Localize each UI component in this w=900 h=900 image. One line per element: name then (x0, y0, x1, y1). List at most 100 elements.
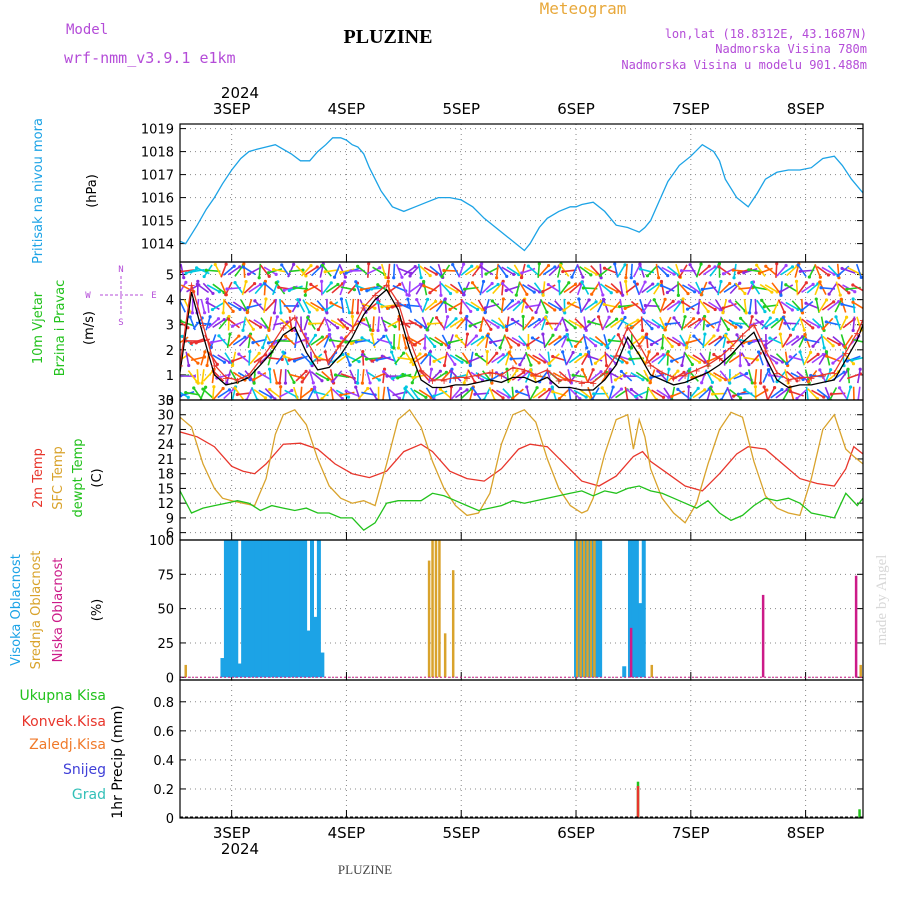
wind-arrow-head (504, 288, 508, 293)
wind-arrow-head (795, 396, 799, 400)
wind-arrow-head (251, 341, 255, 345)
wind-arrow-head (580, 368, 584, 372)
wind-arrow-head (283, 381, 288, 385)
wind-arrow-head (511, 396, 515, 400)
wind-arrow (345, 390, 360, 398)
wind-gust-marker: + (348, 326, 356, 337)
wind-arrow (673, 299, 684, 312)
wind-arrow (392, 263, 396, 278)
wind-arrow (227, 318, 240, 329)
wind-arrow (487, 352, 498, 365)
wind-arrow (263, 298, 267, 313)
wind-arrow-head (825, 354, 829, 358)
wind-arrow-head (320, 397, 324, 400)
wind-arrow-head (217, 290, 222, 294)
wind-arrow-head (542, 387, 546, 392)
wind-arrow (423, 334, 427, 349)
wind-arrow (327, 352, 337, 366)
wind-arrow-head (190, 311, 195, 315)
x-tick-label-bottom: 5SEP (442, 824, 480, 842)
wind-arrow-head (666, 352, 670, 356)
wind-arrow (792, 317, 802, 330)
wind-gust-marker: + (394, 298, 402, 309)
wind-arrow-head (684, 346, 689, 350)
wind-arrow-head (187, 363, 191, 368)
wind-arrow (423, 266, 437, 275)
x-tick-label-top: 7SEP (672, 100, 710, 118)
wind-arrow (834, 299, 843, 313)
wind-arrow-head (798, 350, 802, 354)
pressure-y-tick-label: 1016 (141, 192, 174, 207)
wind-arrow-head (703, 388, 707, 392)
wind-arrow (496, 353, 509, 364)
pressure-y-tick-label: 1019 (141, 123, 174, 138)
wind-arrow-head (604, 363, 609, 368)
wind-arrow-head (268, 387, 272, 392)
wind-arrow-head (848, 385, 853, 389)
cloud_mid-bar (438, 540, 441, 678)
wind-gust-marker: + (830, 368, 838, 379)
wind-arrow (243, 266, 256, 276)
wind-arrow-head (238, 307, 242, 312)
temp_sfc-line (180, 408, 863, 524)
wind-arrow (264, 388, 276, 400)
wind-arrow (210, 334, 217, 348)
wind-arrow-head (811, 326, 815, 330)
wind-arrow-head (221, 386, 225, 391)
wind-arrow-head (563, 311, 567, 315)
wind-arrow-head (428, 291, 432, 295)
wind-arrow (496, 389, 510, 398)
wind-arrow-head (816, 352, 820, 356)
wind-arrow (351, 298, 355, 313)
cloud_high-bar (272, 540, 277, 678)
wind-arrow (513, 264, 523, 278)
wind-arrow-head (242, 262, 246, 266)
wind-arrow (741, 352, 750, 366)
wind-arrow (341, 318, 354, 328)
wind-arrow (345, 339, 360, 343)
wind-arrow (301, 369, 311, 383)
wind-arrow-head (189, 341, 193, 345)
wind-arrow-head (726, 327, 730, 332)
wind-arrow-head (196, 381, 200, 385)
wind-arrow (820, 334, 825, 349)
wind-arrow-head (600, 342, 604, 346)
wind-arrow (260, 264, 270, 277)
wind-arrow (776, 264, 787, 277)
wind-arrow (770, 388, 783, 399)
cloud_mid-bar (443, 633, 447, 678)
wind-arrow (609, 372, 623, 381)
wind-arrow-head (660, 346, 664, 350)
wind-arrow (662, 335, 673, 348)
wind-arrow-head (221, 311, 225, 315)
wind-arrow-head (320, 335, 324, 339)
wind-arrow-head (710, 380, 715, 384)
elevation-text: Nadmorska Visina 780m (715, 42, 867, 56)
wind-arrow (775, 388, 788, 399)
cloud_low-bar (629, 627, 633, 678)
wind-arrow-head (356, 311, 360, 315)
precip-y-tick-label: 0.6 (153, 725, 174, 740)
wind-arrow (367, 263, 370, 278)
wind-arrow (801, 300, 814, 311)
wind-arrow-head (629, 276, 633, 280)
wind-arrow-head (607, 338, 611, 342)
wind-arrow (227, 301, 241, 311)
wind-arrow-head (340, 396, 344, 400)
wind-arrow (416, 299, 424, 313)
wind-arrow (806, 353, 819, 364)
wind-arrow-head (233, 386, 237, 390)
wind-arrow-head (558, 335, 562, 339)
wind-arrow-head (517, 300, 521, 304)
wind-arrow-head (685, 341, 689, 345)
wind-arrow (260, 317, 270, 330)
wind-arrow-head (592, 392, 596, 396)
wind-arrow-head (212, 385, 216, 389)
wind-arrow-head (590, 292, 594, 296)
wind-arrow-head (208, 315, 212, 319)
wind-arrow-head (530, 336, 535, 340)
wind-arrow-head (621, 311, 625, 315)
wind-gust-marker: + (784, 376, 792, 387)
wind-arrow (321, 370, 333, 382)
wind-arrow-head (267, 328, 271, 332)
